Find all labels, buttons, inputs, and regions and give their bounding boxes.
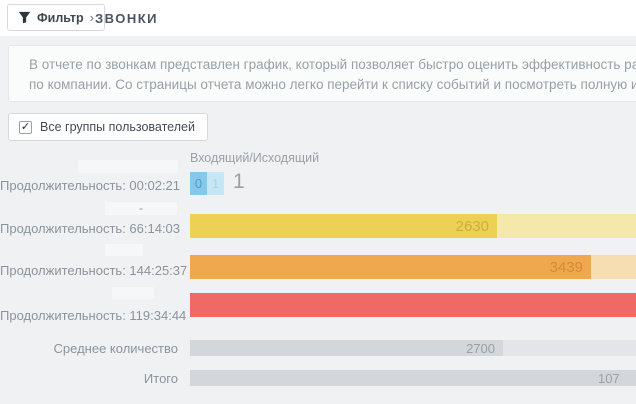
checkbox-checked-icon[interactable]: ✓: [19, 120, 32, 134]
row4-duration-label: Продолжительность: 119:34:44: [0, 308, 187, 323]
row5-value-label: 2700: [466, 340, 495, 356]
redacted-group-name: [78, 160, 178, 173]
row1-segment-incoming[interactable]: 0: [190, 172, 207, 195]
all-user-groups-label: Все группы пользователей: [40, 120, 195, 134]
legend-incoming-outgoing: Входящий/Исходящий: [190, 151, 320, 165]
row3-segment-incoming[interactable]: 3439: [190, 255, 591, 279]
filter-button-label: Фильтр: [37, 10, 84, 25]
row1-segment-outgoing[interactable]: 1: [207, 172, 224, 195]
row6-segment-dark[interactable]: 107: [190, 370, 636, 386]
redacted-group-name-dash: -: [105, 202, 177, 215]
filter-button[interactable]: Фильтр ›: [7, 4, 105, 31]
row6-bar[interactable]: 107: [190, 370, 636, 386]
row6-total-label: Итого: [143, 371, 178, 386]
redacted-group-name: [105, 244, 143, 256]
chevron-right-icon: ›: [89, 10, 94, 25]
row1-total-label: 1: [233, 170, 245, 193]
filter-funnel-icon: [18, 11, 31, 24]
report-description-box: В отчете по звонкам представлен график, …: [8, 45, 636, 102]
row2-bar[interactable]: 2630: [190, 214, 636, 238]
row1-bar[interactable]: 0 1: [190, 172, 224, 195]
row1-duration-label: Продолжительность: 00:02:21: [0, 178, 181, 193]
row2-duration-label: Продолжительность: 66:14:03: [0, 221, 181, 236]
row2-value-label: 2630: [455, 217, 489, 235]
row6-value-label: 107: [598, 370, 620, 386]
header-bar: Фильтр › ЗВОНКИ: [0, 0, 636, 36]
row4-segment-incoming[interactable]: [190, 293, 636, 317]
row3-segment-outgoing[interactable]: [591, 255, 636, 279]
row2-segment-incoming[interactable]: 2630: [190, 214, 497, 238]
row4-bar[interactable]: [190, 293, 636, 317]
row5-bar[interactable]: 2700: [190, 340, 636, 356]
row3-bar[interactable]: 3439: [190, 255, 636, 279]
row2-segment-outgoing[interactable]: [497, 214, 636, 238]
page-title: ЗВОНКИ: [95, 11, 158, 26]
redacted-group-name: [112, 287, 154, 299]
row5-segment-dark[interactable]: 2700: [190, 340, 503, 356]
row3-value-label: 3439: [549, 258, 583, 276]
report-description-line1: В отчете по звонкам представлен график, …: [29, 57, 636, 72]
row5-segment-light[interactable]: [503, 340, 636, 356]
row3-duration-label: Продолжительность: 144:25:37: [0, 263, 188, 278]
row5-average-label: Среднее количество: [53, 341, 178, 356]
all-user-groups-toggle[interactable]: ✓ Все группы пользователей: [8, 113, 208, 141]
report-description-line2: по компании. Со страницы отчета можно ле…: [29, 77, 636, 92]
